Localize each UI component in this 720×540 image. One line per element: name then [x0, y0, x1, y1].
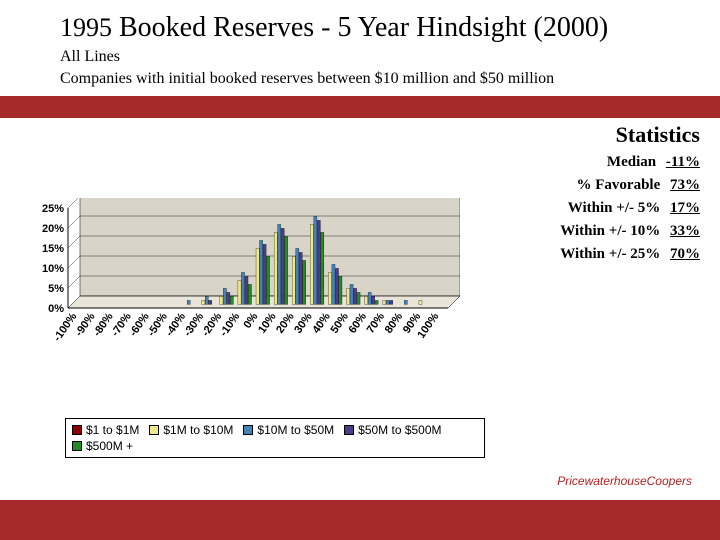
stat-value: 33%	[670, 223, 700, 239]
legend-label: $10M to $50M	[257, 423, 334, 437]
stat-row: % Favorable 73%	[560, 177, 700, 194]
legend-label: $500M +	[86, 439, 133, 453]
statistics-panel: Statistics Median -11% % Favorable 73% Wit…	[560, 122, 700, 269]
svg-text:20%: 20%	[274, 311, 297, 336]
footer-brand: PricewaterhouseCoopers	[557, 474, 692, 488]
legend-swatch	[72, 441, 82, 451]
legend-swatch	[243, 425, 253, 435]
legend-swatch	[149, 425, 159, 435]
legend-swatch	[72, 425, 82, 435]
legend-item: $10M to $50M	[243, 423, 334, 437]
body: Statistics Median -11% % Favorable 73% Wit…	[0, 118, 720, 500]
legend-item: $1 to $1M	[72, 423, 139, 437]
distribution-chart: 0%5%10%15%20%25%-100%-90%-80%-70%-60%-50…	[20, 198, 460, 398]
stat-value: 70%	[670, 246, 700, 262]
page-title: 1995 Booked Reserves - 5 Year Hindsight …	[60, 12, 700, 44]
svg-text:60%: 60%	[347, 311, 370, 336]
subtitle-2: Companies with initial booked reserves b…	[60, 70, 700, 88]
stat-row: Within +/- 10% 33%	[560, 223, 700, 240]
legend-label: $50M to $500M	[358, 423, 441, 437]
svg-text:15%: 15%	[42, 243, 64, 255]
legend-item: $50M to $500M	[344, 423, 441, 437]
stat-label: Within +/- 10%	[560, 223, 660, 239]
svg-text:80%: 80%	[383, 311, 406, 336]
stats-title: Statistics	[560, 122, 700, 148]
slide: 1995 Booked Reserves - 5 Year Hindsight …	[0, 0, 720, 540]
legend-item: $500M +	[72, 439, 133, 453]
stat-label: Within +/- 5%	[568, 200, 660, 216]
svg-text:50%: 50%	[328, 311, 351, 336]
stat-label: % Favorable	[577, 177, 661, 193]
title-rest: Booked Reserves - 5 Year Hindsight (2000…	[112, 12, 608, 43]
svg-text:70%: 70%	[365, 311, 388, 336]
title-year: 1995	[60, 13, 112, 42]
svg-text:10%: 10%	[42, 263, 64, 275]
svg-text:25%: 25%	[42, 203, 64, 215]
legend-swatch	[344, 425, 354, 435]
stat-value: 73%	[670, 177, 700, 193]
svg-text:30%: 30%	[292, 311, 315, 336]
chart-legend: $1 to $1M $1M to $10M $10M to $50M $50M to …	[65, 418, 485, 458]
stat-value: -11%	[666, 154, 700, 170]
svg-text:40%: 40%	[310, 311, 333, 336]
svg-text:5%: 5%	[48, 283, 64, 295]
stat-row: Within +/- 5% 17%	[560, 200, 700, 217]
stat-label: Within +/- 25%	[560, 246, 660, 262]
stat-row: Within +/- 25% 70%	[560, 246, 700, 263]
legend-item: $1M to $10M	[149, 423, 233, 437]
svg-text:0%: 0%	[48, 303, 64, 315]
header: 1995 Booked Reserves - 5 Year Hindsight …	[0, 0, 720, 96]
svg-text:-10%: -10%	[218, 311, 243, 339]
svg-text:20%: 20%	[42, 223, 64, 235]
subtitle-1: All Lines	[60, 48, 700, 66]
svg-text:10%: 10%	[256, 311, 279, 336]
stat-row: Median -11%	[560, 154, 700, 171]
legend-label: $1 to $1M	[86, 423, 139, 437]
legend-label: $1M to $10M	[163, 423, 233, 437]
stat-label: Median	[607, 154, 656, 170]
stat-value: 17%	[670, 200, 700, 216]
